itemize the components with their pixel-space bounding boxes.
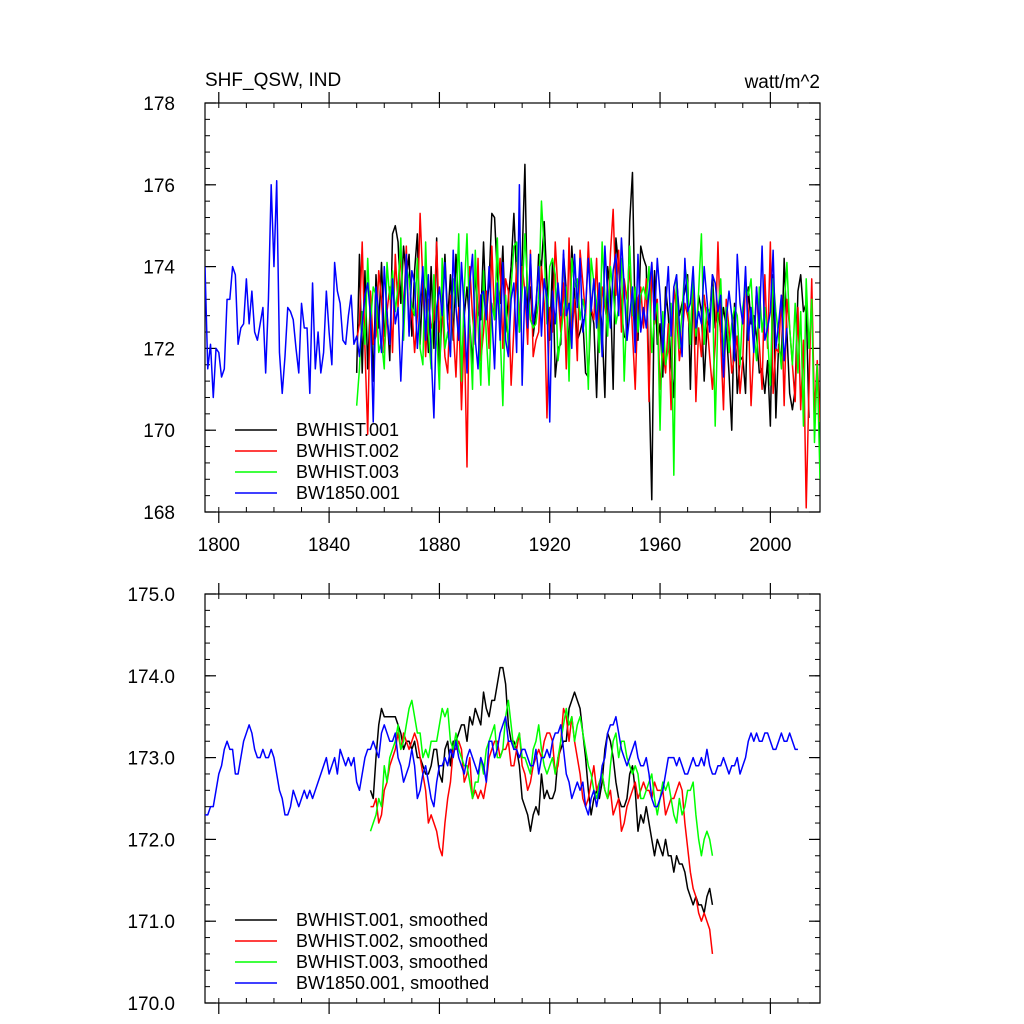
x-tick-label: 1960 bbox=[639, 535, 681, 556]
x-tick-label: 1880 bbox=[418, 535, 460, 556]
top-panel: 1800 1840 1880 1920 1960 2000 168 170 172 174 176 1… bbox=[143, 70, 821, 556]
y-tick-label: 172.0 bbox=[127, 830, 175, 851]
legend-label: BWHIST.001, smoothed bbox=[296, 910, 488, 930]
series-line-4 bbox=[205, 715, 798, 816]
legend-label: BWHIST.002, smoothed bbox=[296, 931, 488, 951]
y-tick-label: 176 bbox=[143, 176, 175, 197]
legend-label: BWHIST.001 bbox=[296, 420, 399, 440]
x-tick-label: 1800 bbox=[198, 535, 240, 556]
y-tick-label: 173.0 bbox=[127, 749, 175, 770]
bottom-panel: 170.0 171.0 172.0 173.0 174.0 175.0 BWHIST.001… bbox=[127, 583, 821, 1015]
legend-label: BW1850.001, smoothed bbox=[296, 973, 489, 993]
series-line-2 bbox=[355, 208, 820, 509]
y-tick-label: 172 bbox=[143, 339, 175, 360]
y-tick-label: 178 bbox=[143, 94, 175, 115]
y-tick-label: 168 bbox=[143, 503, 175, 524]
y-tick-label: 174 bbox=[143, 258, 175, 279]
series-line-4 bbox=[205, 179, 788, 423]
x-tick-label: 1920 bbox=[529, 535, 571, 556]
legend-label: BWHIST.003 bbox=[296, 462, 399, 482]
y-tick-label: 174.0 bbox=[127, 667, 175, 688]
plot-frame bbox=[204, 593, 821, 1004]
series-line-3 bbox=[355, 200, 820, 480]
legend-label: BWHIST.003, smoothed bbox=[296, 952, 488, 972]
series-line-3 bbox=[369, 699, 714, 857]
units-label: watt/m^2 bbox=[744, 72, 820, 93]
plot-frame bbox=[204, 102, 821, 513]
y-tick-label: 170 bbox=[143, 421, 175, 442]
chart-title: SHF_QSW, IND bbox=[205, 70, 341, 91]
x-tick-label: 2000 bbox=[749, 535, 791, 556]
legend-label: BWHIST.002 bbox=[296, 441, 399, 461]
x-tick-label: 1840 bbox=[308, 535, 350, 556]
y-tick-label: 170.0 bbox=[127, 994, 175, 1015]
y-tick-label: 171.0 bbox=[127, 912, 175, 933]
y-tick-label: 175.0 bbox=[127, 585, 175, 606]
legend-label: BW1850.001 bbox=[296, 483, 400, 503]
